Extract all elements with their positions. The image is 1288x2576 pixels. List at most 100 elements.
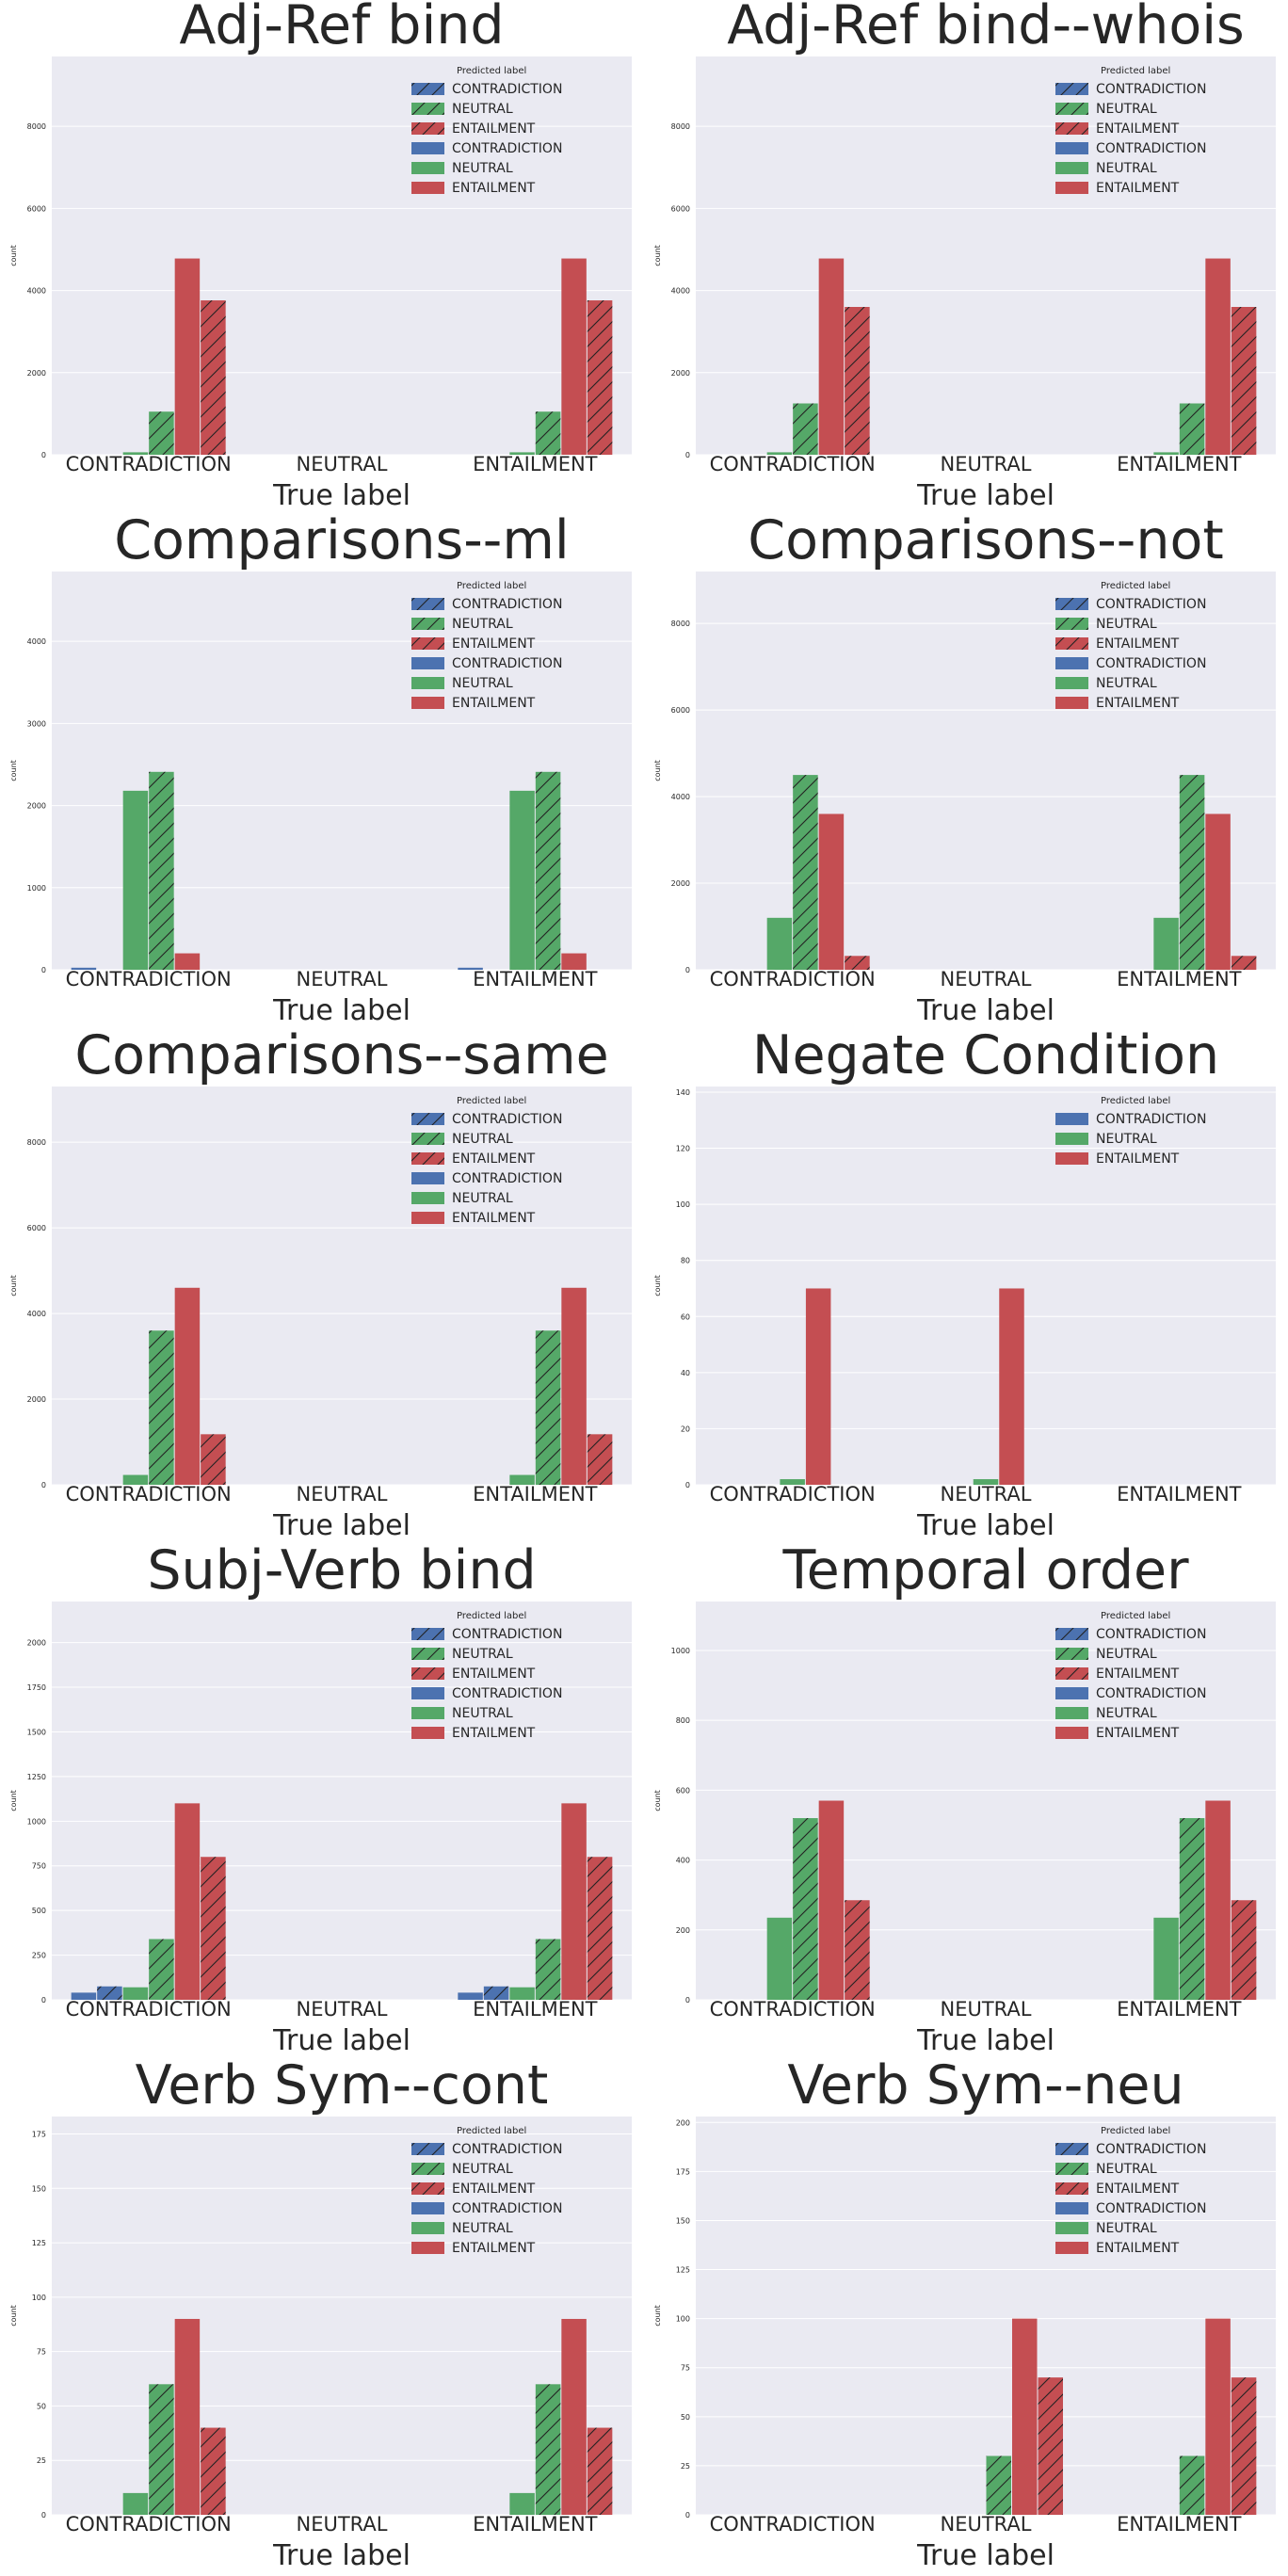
bar-hatch-overlay: [535, 1330, 561, 1485]
legend-label: ENTAILMENT: [1096, 2182, 1180, 2197]
bar-hatch-overlay: [149, 411, 174, 455]
legend-label: CONTRADICTION: [452, 1112, 562, 1127]
x-tick-label: ENTAILMENT: [473, 453, 598, 475]
bar-entailment: [174, 258, 201, 455]
bar-hatch-overlay: [535, 771, 561, 970]
chart-title: Verb Sym--neu: [787, 2060, 1183, 2117]
bar-entailment: [1012, 2318, 1038, 2515]
bar-hatch-overlay: [535, 2384, 561, 2515]
legend-swatch-entailment: [411, 182, 444, 194]
y-tick-label: 125: [32, 2239, 46, 2247]
y-tick-label: 2000: [27, 1395, 46, 1404]
legend-label: ENTAILMENT: [452, 1666, 536, 1682]
legend: Predicted label CONTRADICTION NEUTRAL ENTAI…: [1055, 1611, 1206, 1741]
bar-hatch-overlay: [845, 956, 870, 970]
chart-panel-4: 0 2000 4000 6000 8000 CONTRADICTION NEUTRAL ENT…: [644, 515, 1288, 1030]
legend-swatch-contradiction: [411, 1687, 444, 1699]
y-tick-label: 8000: [27, 122, 46, 131]
plot-area: [696, 56, 1276, 455]
x-tick-label: CONTRADICTION: [66, 2513, 232, 2536]
bar-hatch-overlay: [587, 300, 613, 455]
legend-label: NEUTRAL: [452, 2162, 513, 2177]
legend-swatch-contradiction: [1055, 1687, 1088, 1699]
legend-title: Predicted label: [1101, 581, 1170, 591]
x-tick-label: CONTRADICTION: [710, 1998, 876, 2021]
chart-svg: 0 1000 2000 3000 4000 CONTRADICTION NEUTRAL ENT…: [9, 515, 632, 1027]
bar-contradiction: [458, 1992, 483, 2000]
legend-label: ENTAILMENT: [1096, 2241, 1180, 2256]
chart-panel-9: 0 25 50 75 100 125 150 175 CONTRADICTION NEUTRAL E…: [0, 2060, 644, 2575]
legend-label: NEUTRAL: [452, 1706, 513, 1721]
y-tick-label: 40: [681, 1369, 690, 1377]
legend: Predicted label CONTRADICTION NEUTRAL ENTAI…: [411, 2126, 562, 2256]
legend-label: CONTRADICTION: [452, 656, 562, 671]
legend-label: NEUTRAL: [1096, 2221, 1157, 2236]
x-tick-label: ENTAILMENT: [1117, 2513, 1242, 2536]
legend-swatch-hatch: [411, 2143, 444, 2155]
x-tick-label: CONTRADICTION: [710, 453, 876, 475]
legend-swatch-hatch: [411, 122, 444, 135]
legend-title: Predicted label: [1101, 66, 1170, 76]
bar-neutral: [766, 917, 793, 970]
x-tick-label: NEUTRAL: [941, 2513, 1032, 2536]
chart-svg: 0 2000 4000 6000 8000 CONTRADICTION NEUTRAL ENT…: [653, 0, 1276, 512]
plot-area: [696, 1602, 1276, 2000]
bar-hatch-overlay: [986, 2455, 1011, 2515]
bar-hatch-overlay: [587, 2427, 613, 2515]
bar-neutral: [509, 1987, 535, 2000]
legend-swatch-hatch: [1055, 618, 1088, 630]
legend-label: ENTAILMENT: [452, 1726, 536, 1741]
bar-neutral: [1153, 452, 1179, 455]
chart-svg: 0 25 50 75 100 125 150 175 200 CONTRADICTION NEUTR…: [653, 2060, 1276, 2572]
x-tick-label: CONTRADICTION: [710, 2513, 876, 2536]
plot-area: [696, 572, 1276, 970]
bar-entailment: [174, 1803, 201, 2000]
x-tick-label: ENTAILMENT: [473, 1998, 598, 2021]
legend-swatch-hatch: [411, 598, 444, 610]
legend-label: NEUTRAL: [1096, 1132, 1157, 1147]
legend-swatch-contradiction: [1055, 1113, 1088, 1125]
bar-entailment: [1205, 258, 1231, 455]
x-axis-label: True label: [272, 994, 411, 1027]
legend-title: Predicted label: [1101, 1096, 1170, 1106]
bar-entailment: [561, 953, 587, 970]
x-tick-label: CONTRADICTION: [66, 453, 232, 475]
x-tick-label: ENTAILMENT: [473, 968, 598, 990]
chart-svg: 0 2000 4000 6000 8000 CONTRADICTION NEUTRAL ENT…: [9, 1030, 632, 1542]
plot-area: [52, 572, 632, 970]
legend-swatch-contradiction: [411, 2202, 444, 2214]
y-tick-label: 175: [676, 2167, 690, 2176]
bar-neutral: [766, 452, 793, 455]
legend-title: Predicted label: [457, 66, 526, 76]
legend-swatch-contradiction: [1055, 2202, 1088, 2214]
legend-swatch-hatch: [1055, 2143, 1088, 2155]
bar-hatch-overlay: [587, 1857, 613, 2000]
legend-label: NEUTRAL: [452, 1191, 513, 1206]
y-axis-label: count: [653, 760, 662, 781]
x-axis-label: True label: [272, 2024, 411, 2057]
bar-hatch-overlay: [845, 1900, 870, 2000]
chart-panel-5: 0 2000 4000 6000 8000 CONTRADICTION NEUTRAL ENT…: [0, 1030, 644, 1545]
y-tick-label: 2000: [671, 879, 690, 888]
legend-swatch-neutral: [1055, 677, 1088, 689]
legend-label: NEUTRAL: [1096, 2162, 1157, 2177]
bar-hatch-overlay: [201, 1857, 226, 2000]
y-tick-label: 500: [32, 1907, 46, 1915]
x-axis-label: True label: [272, 1509, 411, 1542]
y-axis-label: count: [653, 2305, 662, 2326]
y-tick-label: 0: [685, 451, 690, 459]
bar-hatch-overlay: [1038, 2377, 1063, 2515]
legend-label: CONTRADICTION: [1096, 1627, 1206, 1642]
bar-entailment: [818, 258, 845, 455]
y-axis-label: count: [9, 2305, 18, 2326]
bar-contradiction: [71, 1992, 97, 2000]
legend-swatch-hatch: [411, 1667, 444, 1680]
legend-label: NEUTRAL: [452, 617, 513, 632]
legend-swatch-neutral: [1055, 1707, 1088, 1719]
x-tick-label: ENTAILMENT: [1117, 453, 1242, 475]
chart-panel-8: 0 200 400 600 800 1000 CONTRADICTION NEUTRAL ENT…: [644, 1545, 1288, 2060]
x-tick-label: CONTRADICTION: [710, 1483, 876, 1505]
bar-neutral: [122, 452, 149, 455]
legend-swatch-entailment: [411, 697, 444, 709]
